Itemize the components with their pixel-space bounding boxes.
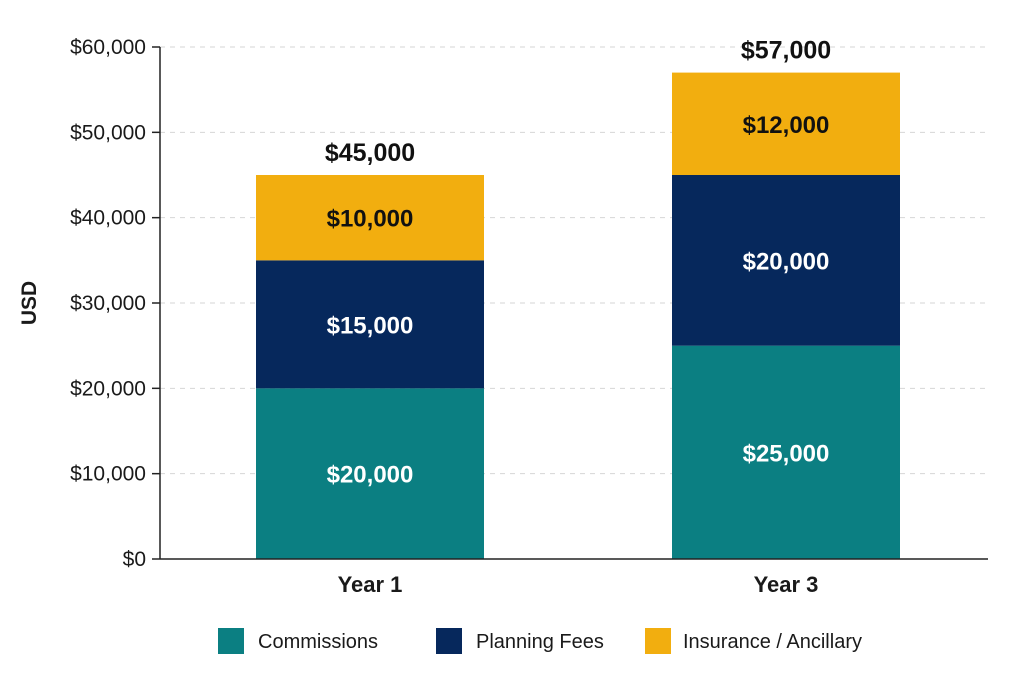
segment-value-label: $20,000: [743, 248, 830, 275]
bar-segment: [256, 175, 484, 261]
y-tick-label: $0: [123, 548, 146, 571]
segment-value-label: $10,000: [327, 206, 414, 233]
segment-value-label: $15,000: [327, 312, 414, 339]
legend-label: Planning Fees: [476, 631, 604, 653]
x-category-label: Year 3: [754, 572, 819, 597]
bars: [256, 72, 900, 559]
bar-segment: [672, 345, 900, 559]
axes: $0 $10,000 $20,000 $30,000 $40,000 $50,000 $60…: [18, 36, 988, 597]
y-tick-label: $20,000: [70, 377, 146, 400]
y-tick-label: $40,000: [70, 207, 146, 230]
y-tick-label: $30,000: [70, 292, 146, 315]
legend-swatch: [645, 628, 671, 654]
y-tick-label: $10,000: [70, 463, 146, 486]
legend-label: Insurance / Ancillary: [683, 631, 862, 653]
bar-segment: [672, 175, 900, 346]
legend-swatch: [218, 628, 244, 654]
y-tick-label: $60,000: [70, 36, 146, 59]
x-category-label: Year 1: [338, 572, 403, 597]
segment-value-label: $12,000: [743, 112, 830, 139]
bar-segment: [256, 388, 484, 559]
segment-value-label: $25,000: [743, 440, 830, 467]
bar-segment: [256, 260, 484, 389]
legend-label: Commissions: [258, 631, 378, 653]
segment-value-label: $20,000: [327, 462, 414, 489]
labels: $20,000 $15,000 $10,000 $45,000 $25,000 $20,0…: [325, 37, 831, 489]
total-value-label: $45,000: [325, 139, 415, 167]
legend-swatch: [436, 628, 462, 654]
y-tick-label: $50,000: [70, 121, 146, 144]
bar-segment: [672, 72, 900, 175]
y-axis-title: USD: [18, 281, 41, 325]
total-value-label: $57,000: [741, 37, 831, 65]
legend: Commissions Planning Fees Insurance / Anci…: [218, 628, 862, 654]
